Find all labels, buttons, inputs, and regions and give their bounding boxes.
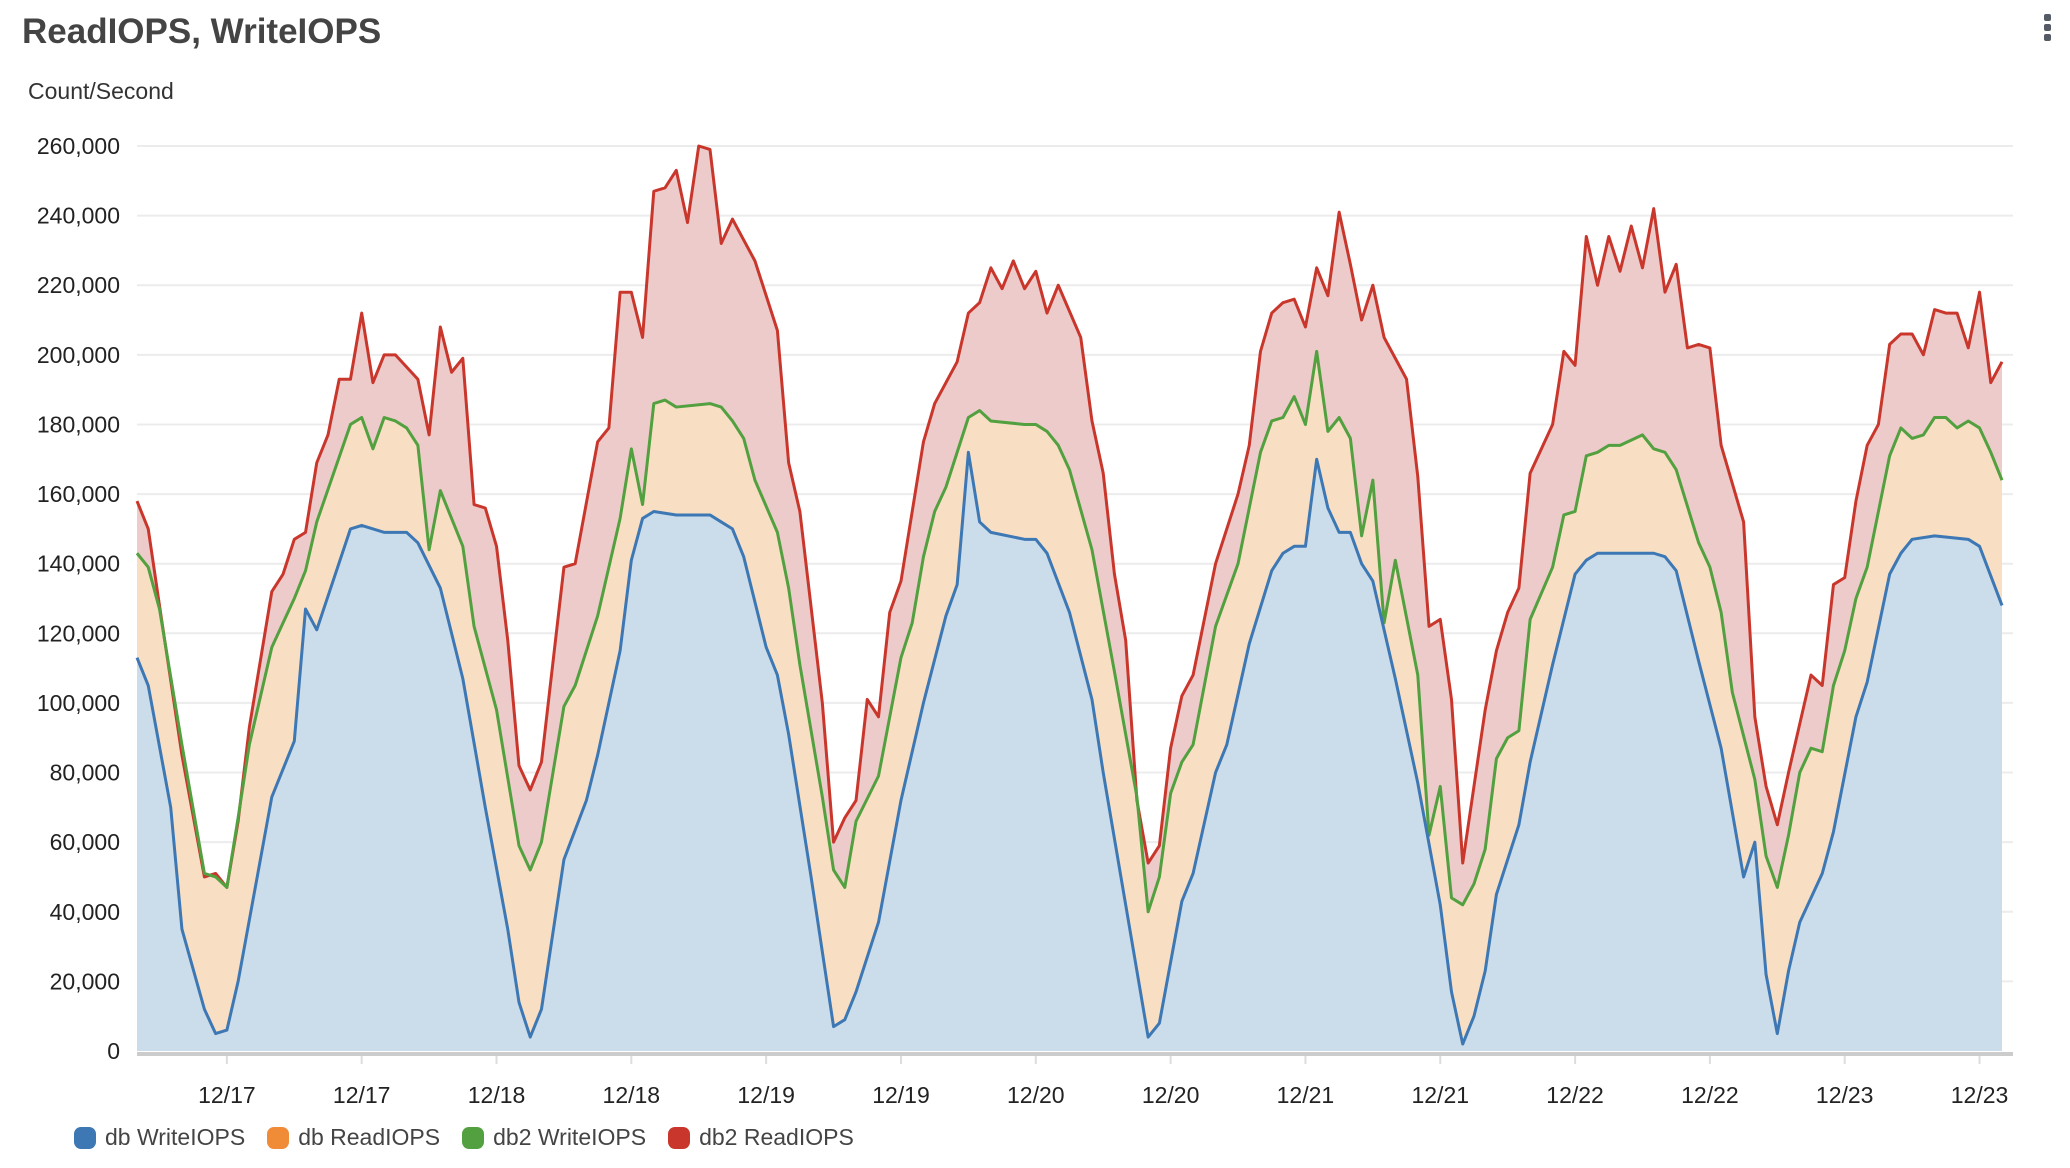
- y-tick-label: 100,000: [37, 690, 120, 716]
- legend: db WriteIOPS db ReadIOPS db2 WriteIOPS db2 …: [74, 1124, 854, 1151]
- x-tick-label: 12/22: [1546, 1082, 1604, 1108]
- legend-swatch-icon: [462, 1126, 485, 1149]
- legend-item[interactable]: db2 ReadIOPS: [668, 1124, 854, 1151]
- x-tick-label: 12/17: [198, 1082, 256, 1108]
- y-tick-label: 60,000: [50, 829, 120, 855]
- area-db-writeiops: [137, 452, 2002, 1051]
- x-tick-label: 12/20: [1007, 1082, 1065, 1108]
- x-tick-label: 12/20: [1142, 1082, 1200, 1108]
- line-db-writeiops: [135, 450, 2004, 1046]
- y-tick-label: 220,000: [37, 272, 120, 298]
- legend-swatch-icon: [668, 1126, 691, 1149]
- legend-swatch-icon: [74, 1126, 96, 1149]
- y-tick-label: 180,000: [37, 411, 120, 437]
- y-tick-label: 140,000: [37, 551, 120, 577]
- kebab-menu-icon[interactable]: [2040, 14, 2054, 46]
- y-tick-label: 260,000: [37, 133, 120, 159]
- x-tick-label: 12/21: [1411, 1082, 1469, 1108]
- x-tick-label: 12/23: [1951, 1082, 2009, 1108]
- legend-label: db ReadIOPS: [298, 1124, 441, 1150]
- chart-title: ReadIOPS, WriteIOPS: [22, 12, 382, 51]
- legend-swatch-icon: [267, 1126, 290, 1149]
- x-tick-label: 12/18: [468, 1082, 526, 1108]
- legend-item[interactable]: db2 WriteIOPS: [462, 1124, 646, 1151]
- y-tick-label: 20,000: [50, 968, 120, 994]
- y-tick-label: 240,000: [37, 203, 120, 229]
- line-db2-readiops: [135, 144, 2004, 889]
- line-db2-writeiops: [135, 349, 2004, 914]
- y-tick-label: 160,000: [37, 481, 120, 507]
- x-tick-label: 12/23: [1816, 1082, 1874, 1108]
- x-tick-label: 12/17: [333, 1082, 391, 1108]
- y-tick-label: 120,000: [37, 620, 120, 646]
- y-axis-unit-label: Count/Second: [28, 78, 174, 104]
- y-tick-label: 0: [107, 1038, 120, 1064]
- x-tick-label: 12/22: [1681, 1082, 1739, 1108]
- x-tick-label: 12/21: [1277, 1082, 1335, 1108]
- y-tick-label: 40,000: [50, 899, 120, 925]
- legend-label: db2 WriteIOPS: [493, 1124, 647, 1150]
- y-tick-label: 200,000: [37, 342, 120, 368]
- y-tick-label: 80,000: [50, 760, 120, 786]
- legend-label: db2 ReadIOPS: [699, 1124, 854, 1150]
- legend-label: db WriteIOPS: [105, 1124, 246, 1150]
- x-tick-label: 12/18: [603, 1082, 661, 1108]
- legend-item[interactable]: db ReadIOPS: [267, 1124, 440, 1151]
- x-tick-label: 12/19: [872, 1082, 930, 1108]
- legend-item[interactable]: db WriteIOPS: [74, 1124, 245, 1151]
- x-tick-label: 12/19: [737, 1082, 795, 1108]
